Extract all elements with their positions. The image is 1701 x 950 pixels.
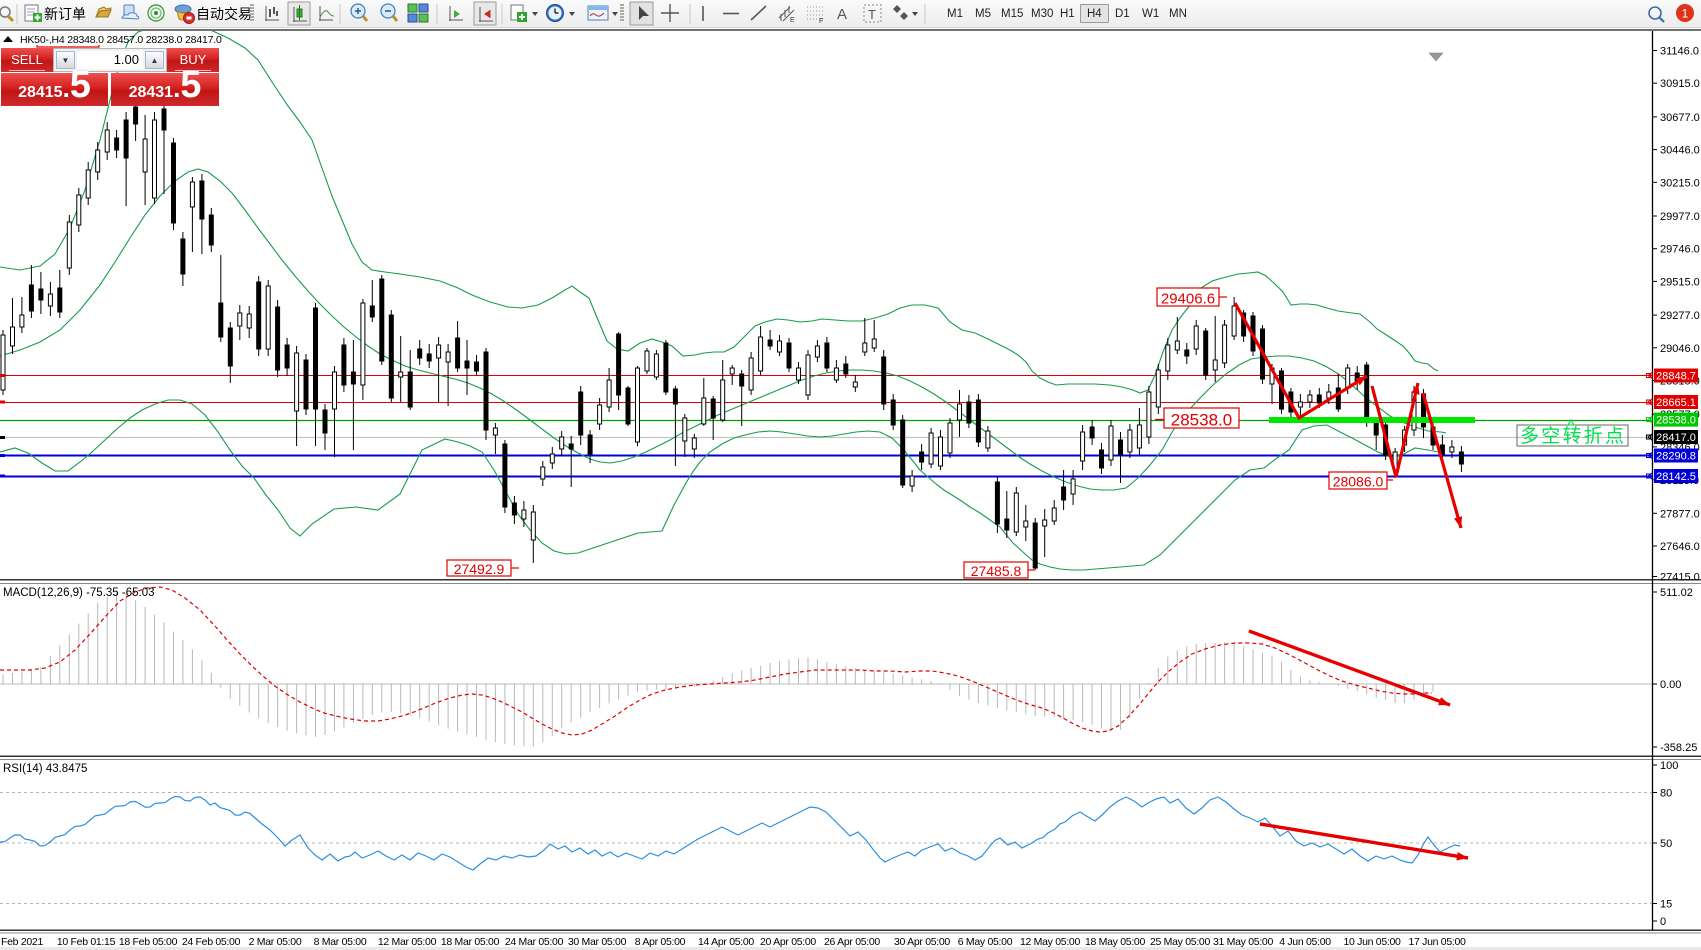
svg-text:1: 1 [1682,7,1689,21]
svg-text:2 Mar 05:00: 2 Mar 05:00 [249,936,302,948]
svg-text:50: 50 [1660,838,1672,850]
svg-text:29277.0: 29277.0 [1660,310,1700,322]
svg-text:多空转折点: 多空转折点 [1520,425,1624,447]
svg-text:18 Mar 05:00: 18 Mar 05:00 [441,936,500,948]
svg-text:17 Jun 05:00: 17 Jun 05:00 [1408,936,1466,948]
svg-text:F: F [819,18,823,25]
svg-text:27485.8: 27485.8 [971,563,1022,579]
svg-text:新订单: 新订单 [44,6,86,22]
svg-text:E: E [790,17,795,24]
svg-text:24 Feb 05:00: 24 Feb 05:00 [182,936,241,948]
svg-text:30 Apr 05:00: 30 Apr 05:00 [894,936,950,948]
svg-text:27415.0: 27415.0 [1660,572,1700,584]
svg-text:Feb 2021: Feb 2021 [1,936,43,948]
svg-text:24 Mar 05:00: 24 Mar 05:00 [505,936,564,948]
svg-text:14 Apr 05:00: 14 Apr 05:00 [698,936,754,948]
svg-text:27646.0: 27646.0 [1660,541,1700,553]
svg-text:30446.0: 30446.0 [1660,145,1700,157]
svg-text:29977.0: 29977.0 [1660,211,1700,223]
svg-text:HK50-,H4 28348.0 28457.0 2823: HK50-,H4 28348.0 28457.0 28238.0 28417.0 [20,34,222,46]
svg-text:28848.7: 28848.7 [1656,371,1696,383]
svg-text:A: A [837,6,847,23]
svg-text:25 May 05:00: 25 May 05:00 [1150,936,1210,948]
svg-text:80: 80 [1660,788,1672,800]
svg-text:8 Mar 05:00: 8 Mar 05:00 [314,936,367,948]
svg-text:20 Apr 05:00: 20 Apr 05:00 [760,936,816,948]
svg-text:0: 0 [1660,916,1666,928]
svg-text:511.02: 511.02 [1660,587,1693,599]
svg-text:6 May 05:00: 6 May 05:00 [958,936,1013,948]
svg-text:12 May 05:00: 12 May 05:00 [1020,936,1080,948]
svg-text:27492.9: 27492.9 [454,561,505,577]
svg-text:29046.0: 29046.0 [1660,343,1700,355]
svg-text:18 Feb 05:00: 18 Feb 05:00 [119,936,178,948]
svg-text:自动交易: 自动交易 [196,6,252,22]
svg-text:10 Jun 05:00: 10 Jun 05:00 [1343,936,1401,948]
svg-text:8 Apr 05:00: 8 Apr 05:00 [635,936,686,948]
svg-text:28086.0: 28086.0 [1333,474,1384,490]
svg-text:30215.0: 30215.0 [1660,177,1700,189]
svg-text:31 May 05:00: 31 May 05:00 [1213,936,1273,948]
svg-text:28665.1: 28665.1 [1656,397,1696,409]
svg-text:30 Mar 05:00: 30 Mar 05:00 [568,936,627,948]
svg-text:4 Jun 05:00: 4 Jun 05:00 [1279,936,1331,948]
svg-text:10 Feb 01:15: 10 Feb 01:15 [57,936,116,948]
svg-text:T: T [868,7,876,22]
svg-text:26 Apr 05:00: 26 Apr 05:00 [824,936,880,948]
svg-text:30677.0: 30677.0 [1660,112,1700,124]
svg-text:30915.0: 30915.0 [1660,78,1700,90]
svg-text:27877.0: 27877.0 [1660,508,1700,520]
svg-text:12 Mar 05:00: 12 Mar 05:00 [378,936,437,948]
svg-text:28538.0: 28538.0 [1656,415,1696,427]
svg-text:28417.0: 28417.0 [1656,432,1696,444]
svg-text:28142.5: 28142.5 [1656,471,1696,483]
svg-text:15: 15 [1660,899,1672,911]
svg-text:-358.25: -358.25 [1660,742,1697,754]
svg-text:29746.0: 29746.0 [1660,244,1700,256]
svg-text:100: 100 [1660,760,1678,772]
svg-text:MACD(12,26,9) -75.35 -65.03: MACD(12,26,9) -75.35 -65.03 [3,587,155,599]
svg-text:RSI(14) 43.8475: RSI(14) 43.8475 [3,763,87,775]
svg-text:0.00: 0.00 [1660,679,1681,691]
svg-text:29515.0: 29515.0 [1660,276,1700,288]
svg-text:28538.0: 28538.0 [1171,411,1232,430]
svg-text:29406.6: 29406.6 [1161,291,1215,308]
svg-text:28290.8: 28290.8 [1656,451,1696,463]
svg-text:31146.0: 31146.0 [1660,46,1699,58]
svg-text:18 May 05:00: 18 May 05:00 [1085,936,1145,948]
